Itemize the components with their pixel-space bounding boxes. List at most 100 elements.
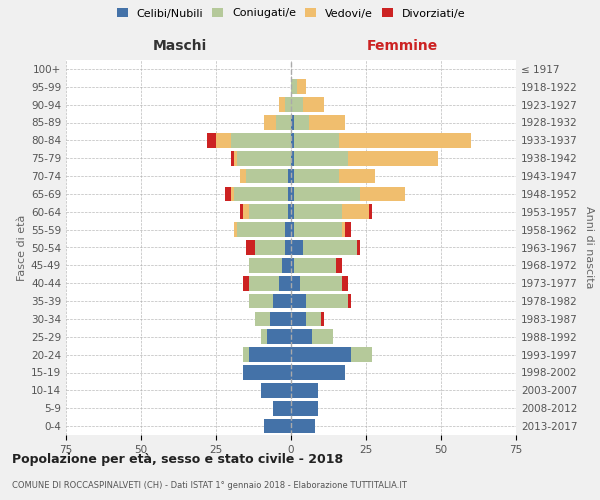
Bar (291, 294, 306, 308)
Bar (291, 401, 318, 415)
Bar (339, 168, 375, 184)
Bar (291, 222, 294, 237)
Bar (360, 186, 405, 201)
Bar (345, 222, 351, 237)
Bar (321, 312, 324, 326)
Bar (240, 168, 246, 184)
Bar (348, 151, 438, 166)
Bar (291, 133, 294, 148)
Bar (291, 383, 318, 398)
Bar (279, 98, 285, 112)
Bar (303, 240, 357, 255)
Bar (291, 365, 345, 380)
Bar (336, 258, 342, 272)
Bar (246, 240, 255, 255)
Text: Maschi: Maschi (153, 39, 207, 53)
Bar (249, 348, 291, 362)
Text: Popolazione per età, sesso e stato civile - 2018: Popolazione per età, sesso e stato civil… (12, 452, 343, 466)
Bar (291, 312, 306, 326)
Bar (243, 276, 249, 290)
Bar (240, 204, 243, 219)
Bar (261, 330, 267, 344)
Bar (276, 115, 291, 130)
Bar (237, 222, 285, 237)
Bar (225, 186, 231, 201)
Bar (234, 186, 288, 201)
Bar (291, 240, 303, 255)
Bar (255, 312, 270, 326)
Bar (243, 365, 291, 380)
Bar (294, 222, 342, 237)
Bar (231, 151, 234, 166)
Bar (285, 222, 291, 237)
Bar (288, 186, 291, 201)
Bar (291, 276, 300, 290)
Bar (249, 258, 282, 272)
Bar (288, 204, 291, 219)
Bar (291, 80, 297, 94)
Bar (288, 168, 291, 184)
Y-axis label: Fasce di età: Fasce di età (17, 214, 27, 280)
Bar (264, 419, 291, 434)
Bar (249, 294, 273, 308)
Bar (351, 348, 372, 362)
Bar (300, 276, 342, 290)
Bar (294, 168, 339, 184)
Bar (309, 115, 345, 130)
Bar (303, 98, 324, 112)
Bar (294, 115, 309, 130)
Bar (348, 294, 351, 308)
Bar (231, 186, 234, 201)
Bar (273, 294, 291, 308)
Bar (234, 222, 237, 237)
Bar (249, 204, 288, 219)
Bar (342, 222, 345, 237)
Bar (312, 330, 333, 344)
Bar (207, 133, 216, 148)
Bar (231, 133, 291, 148)
Bar (264, 115, 276, 130)
Bar (291, 115, 294, 130)
Bar (291, 168, 294, 184)
Bar (243, 348, 249, 362)
Bar (291, 330, 312, 344)
Bar (255, 240, 285, 255)
Bar (294, 186, 360, 201)
Bar (291, 186, 294, 201)
Bar (294, 133, 339, 148)
Bar (297, 80, 306, 94)
Bar (357, 240, 360, 255)
Bar (291, 98, 303, 112)
Bar (282, 258, 291, 272)
Bar (279, 276, 291, 290)
Bar (306, 312, 321, 326)
Bar (291, 204, 294, 219)
Bar (216, 133, 231, 148)
Bar (285, 240, 291, 255)
Y-axis label: Anni di nascita: Anni di nascita (584, 206, 594, 289)
Bar (291, 419, 315, 434)
Bar (291, 348, 351, 362)
Bar (294, 258, 336, 272)
Bar (267, 330, 291, 344)
Legend: Celibi/Nubili, Coniugati/e, Vedovi/e, Divorziati/e: Celibi/Nubili, Coniugati/e, Vedovi/e, Di… (116, 8, 466, 18)
Text: COMUNE DI ROCCASPINALVETI (CH) - Dati ISTAT 1° gennaio 2018 - Elaborazione TUTTI: COMUNE DI ROCCASPINALVETI (CH) - Dati IS… (12, 480, 407, 490)
Bar (291, 258, 294, 272)
Bar (291, 151, 294, 166)
Bar (234, 151, 237, 166)
Bar (306, 294, 348, 308)
Bar (369, 204, 372, 219)
Bar (243, 204, 249, 219)
Bar (273, 401, 291, 415)
Bar (249, 276, 279, 290)
Bar (237, 151, 291, 166)
Bar (294, 204, 342, 219)
Bar (246, 168, 288, 184)
Bar (294, 151, 348, 166)
Bar (270, 312, 291, 326)
Bar (342, 276, 348, 290)
Bar (342, 204, 369, 219)
Text: Femmine: Femmine (367, 39, 437, 53)
Bar (285, 98, 291, 112)
Bar (339, 133, 471, 148)
